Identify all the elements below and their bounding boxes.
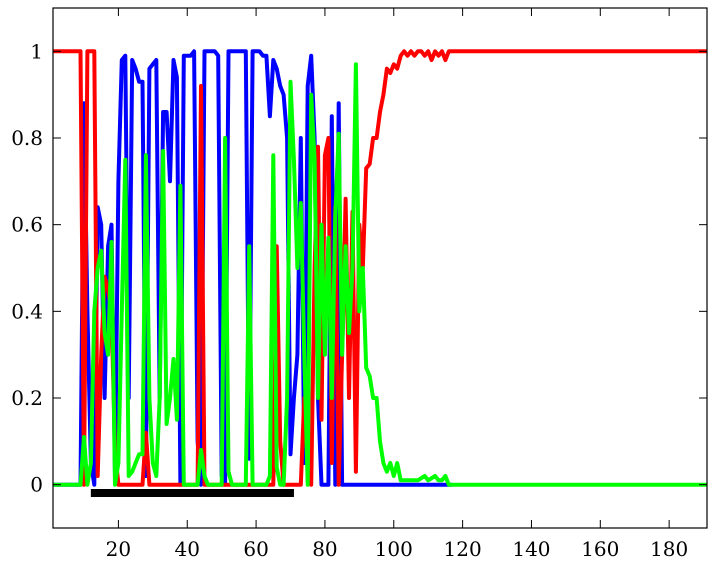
y-tick-label: 1 [30, 39, 43, 63]
y-tick-label: 0.6 [11, 213, 43, 237]
y-tick-label: 0 [30, 473, 43, 497]
y-axis: 0 0.2 0.4 0.6 0.8 1 [11, 39, 707, 497]
x-tick-label: 100 [375, 537, 413, 561]
y-tick-label: 0.2 [11, 386, 43, 410]
x-tick-label: 80 [312, 537, 337, 561]
series-layer [53, 49, 707, 487]
series-line-3 [53, 62, 707, 487]
plot-frame [52, 7, 708, 529]
x-tick-label: 180 [650, 537, 688, 561]
x-tick-label: 40 [175, 537, 200, 561]
y-tick-label: 0.4 [11, 299, 43, 323]
x-tick-label: 120 [444, 537, 482, 561]
x-tick-label: 20 [106, 537, 131, 561]
x-tick-label: 140 [512, 537, 550, 561]
x-tick-label: 160 [581, 537, 619, 561]
x-axis: 20 40 60 80 100 120 140 160 180 [106, 8, 688, 561]
y-tick-label: 0.8 [11, 126, 43, 150]
x-tick-label: 60 [243, 537, 268, 561]
